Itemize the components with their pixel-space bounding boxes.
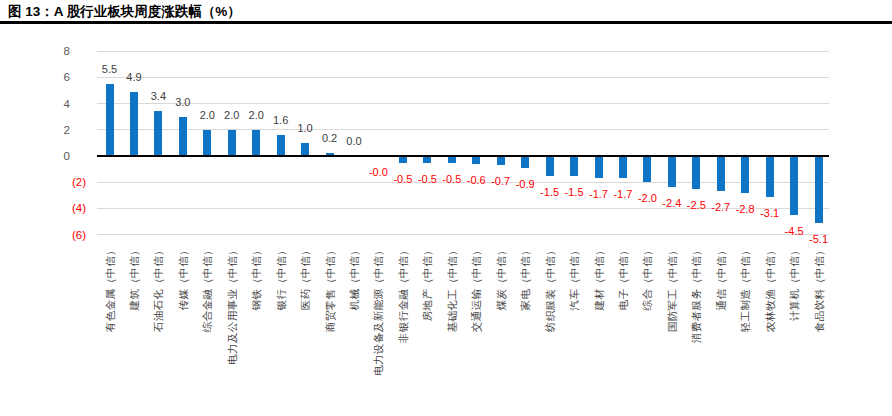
bar bbox=[815, 156, 823, 223]
y-axis-tick-label: 4 bbox=[15, 97, 70, 111]
x-axis-label: 建材（中信） bbox=[593, 245, 605, 310]
bar bbox=[766, 156, 774, 197]
x-axis-label: 国防军工（中信） bbox=[666, 245, 678, 332]
bar bbox=[252, 130, 260, 156]
x-axis-label: 电力及公用事业（中信） bbox=[226, 245, 238, 365]
y-axis-tick-label: (4) bbox=[31, 201, 86, 215]
x-axis-label: 食品饮料（中信） bbox=[813, 245, 825, 332]
x-axis-label: 综合（中信） bbox=[641, 245, 653, 310]
bar bbox=[741, 156, 749, 193]
bar bbox=[546, 156, 554, 176]
x-axis-label: 商贸零售（中信） bbox=[324, 245, 336, 332]
x-axis-label: 电子（中信） bbox=[617, 245, 629, 310]
bar bbox=[179, 117, 187, 156]
bar bbox=[692, 156, 700, 189]
bar bbox=[521, 156, 529, 168]
x-axis-label: 机械（中信） bbox=[348, 245, 360, 310]
x-axis-label: 基础化工（中信） bbox=[446, 245, 458, 332]
x-axis-label: 综合金融（中信） bbox=[201, 245, 213, 332]
bar bbox=[154, 111, 162, 156]
bar bbox=[595, 156, 603, 178]
x-axis-label: 消费者服务（中信） bbox=[690, 245, 702, 343]
x-axis-label: 医药（中信） bbox=[299, 245, 311, 310]
bar-value-label: -3.1 bbox=[748, 207, 792, 219]
bar bbox=[228, 130, 236, 156]
x-axis-line bbox=[97, 155, 829, 157]
bar bbox=[106, 84, 114, 156]
x-axis-label: 通信（中信） bbox=[715, 245, 727, 310]
bar bbox=[472, 156, 480, 164]
bar bbox=[643, 156, 651, 182]
x-axis-label: 传媒（中信） bbox=[177, 245, 189, 310]
x-axis-label: 轻工制造（中信） bbox=[739, 245, 751, 332]
x-axis-label: 建筑（中信） bbox=[128, 245, 140, 310]
bar-value-label: 3.0 bbox=[161, 96, 205, 108]
gridline bbox=[97, 77, 829, 78]
bar-chart: 86420(2)(4)(6)5.5有色金属（中信）4.9建筑（中信）3.4石油石… bbox=[0, 0, 892, 416]
x-axis-label: 计算机（中信） bbox=[788, 245, 800, 321]
y-axis-tick-label: 6 bbox=[15, 70, 70, 84]
x-axis-label: 农林牧渔（中信） bbox=[764, 245, 776, 332]
x-axis-label: 钢铁（中信） bbox=[250, 245, 262, 310]
bar bbox=[717, 156, 725, 191]
bar bbox=[570, 156, 578, 176]
bar bbox=[619, 156, 627, 178]
gridline bbox=[97, 103, 829, 104]
bar bbox=[668, 156, 676, 187]
x-axis-label: 石油石化（中信） bbox=[152, 245, 164, 332]
bar bbox=[277, 135, 285, 156]
x-axis-label: 煤炭（中信） bbox=[495, 245, 507, 310]
x-axis-label: 家电（中信） bbox=[519, 245, 531, 310]
gridline bbox=[97, 51, 829, 52]
x-axis-label: 非银行金融（中信） bbox=[397, 245, 409, 343]
x-axis-label: 汽车（中信） bbox=[568, 245, 580, 310]
y-axis-tick-label: (6) bbox=[31, 228, 86, 242]
bar bbox=[203, 130, 211, 156]
bar bbox=[497, 156, 505, 165]
y-axis-tick-label: 8 bbox=[15, 44, 70, 58]
bar-value-label: -5.1 bbox=[797, 233, 841, 245]
y-axis-tick-label: 2 bbox=[15, 123, 70, 137]
x-axis-label: 交通运输（中信） bbox=[470, 245, 482, 332]
x-axis-label: 房地产（中信） bbox=[421, 245, 433, 321]
x-axis-label: 纺织服装（中信） bbox=[544, 245, 556, 332]
x-axis-label: 有色金属（中信） bbox=[104, 245, 116, 332]
y-axis-tick-label: (2) bbox=[31, 175, 86, 189]
x-axis-label: 银行（中信） bbox=[275, 245, 287, 310]
bar-value-label: 4.9 bbox=[112, 71, 156, 83]
x-axis-label: 电力设备及新能源（中信） bbox=[372, 245, 384, 376]
y-axis-tick-label: 0 bbox=[15, 149, 70, 163]
gridline bbox=[97, 234, 829, 235]
bar-value-label: 0.0 bbox=[332, 135, 376, 147]
